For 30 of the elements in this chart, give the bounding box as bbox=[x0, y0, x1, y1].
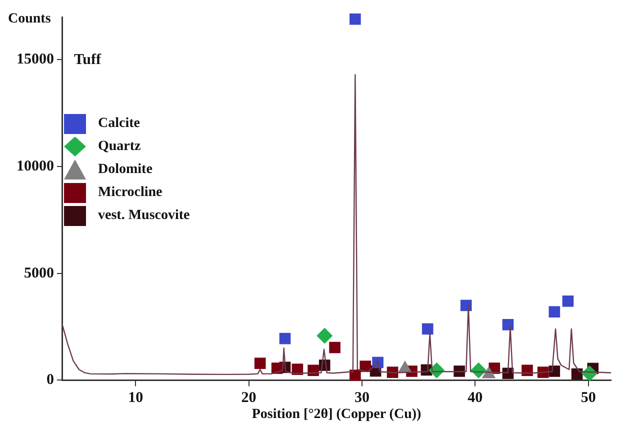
legend-label: Calcite bbox=[98, 116, 140, 132]
point bbox=[502, 318, 514, 330]
legend-label: Quartz bbox=[98, 138, 141, 154]
point bbox=[316, 328, 333, 344]
point bbox=[254, 358, 266, 369]
point bbox=[548, 366, 560, 377]
point bbox=[279, 332, 291, 344]
legend-label: vest. Muscovite bbox=[98, 208, 190, 224]
y-axis-title: Counts bbox=[8, 12, 52, 27]
x-axis-title: Position [°2θ] (Copper (Cu)) bbox=[252, 407, 422, 422]
point bbox=[522, 364, 533, 376]
annotation: Tuff bbox=[74, 52, 101, 69]
legend-label: Dolomite bbox=[98, 162, 152, 178]
y-tick-label: 5000 bbox=[24, 265, 54, 282]
legend-label: Microcline bbox=[98, 184, 162, 200]
y-tick-label: 15000 bbox=[16, 52, 54, 68]
x-tick-label: 40 bbox=[468, 390, 483, 406]
point bbox=[350, 370, 361, 381]
y-tick-label: 10000 bbox=[16, 158, 54, 174]
point bbox=[562, 295, 574, 307]
point bbox=[350, 13, 361, 25]
point bbox=[422, 323, 434, 335]
x-tick-label: 30 bbox=[354, 390, 370, 406]
x-tick-label: 20 bbox=[241, 390, 256, 406]
point bbox=[460, 300, 472, 312]
x-tick-label: 10 bbox=[128, 390, 144, 406]
y-tick-label: 0 bbox=[46, 372, 54, 388]
point bbox=[548, 306, 560, 318]
x-tick-label: 50 bbox=[580, 390, 596, 406]
point bbox=[329, 342, 340, 354]
